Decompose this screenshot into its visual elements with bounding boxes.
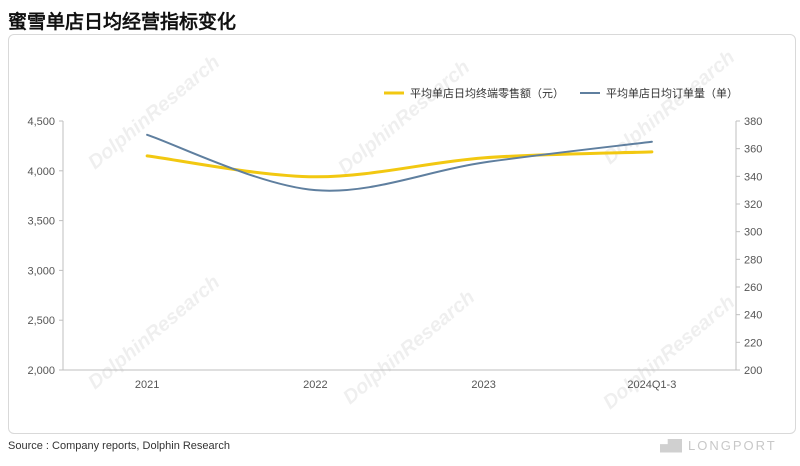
right-tick-label: 300 — [744, 227, 762, 239]
source-note: Source : Company reports, Dolphin Resear… — [8, 440, 230, 452]
chart-title: 蜜雪单店日均经营指标变化 — [8, 11, 237, 33]
x-tick-label: 2024Q1-3 — [627, 379, 676, 391]
brand-logo: LONGPORT — [660, 438, 777, 453]
right-tick-label: 320 — [744, 199, 762, 211]
legend-label: 平均单店日均终端零售额（元） — [410, 86, 564, 100]
right-tick-label: 360 — [744, 144, 762, 156]
left-tick-label: 3,000 — [27, 265, 55, 277]
left-tick-label: 4,500 — [27, 116, 55, 128]
watermark-text: DolphinResearch — [599, 291, 739, 414]
x-tick-label: 2021 — [135, 379, 159, 391]
watermark-text: DolphinResearch — [339, 286, 479, 409]
watermark-text: DolphinResearch — [84, 271, 224, 394]
longport-logo-icon — [660, 438, 682, 453]
legend: 平均单店日均终端零售额（元） 平均单店日均订单量（单） — [384, 86, 738, 100]
right-tick-label: 220 — [744, 337, 762, 349]
brand-name: LONGPORT — [688, 438, 777, 453]
right-tick-label: 260 — [744, 282, 762, 294]
right-tick-label: 240 — [744, 310, 762, 322]
x-tick-label: 2023 — [471, 379, 495, 391]
right-tick-label: 200 — [744, 365, 762, 377]
watermark-text: DolphinResearch — [599, 46, 739, 169]
chart-frame — [8, 34, 796, 434]
right-tick-label: 380 — [744, 116, 762, 128]
right-tick-label: 340 — [744, 171, 762, 183]
x-tick-label: 2022 — [303, 379, 327, 391]
axes: 2,000 2,500 3,000 3,500 4,000 4,500 200 220 240 2… — [27, 116, 762, 391]
right-tick-label: 280 — [744, 254, 762, 266]
order-count-line — [146, 133, 653, 192]
retail-sales-line — [145, 150, 654, 179]
legend-label: 平均单店日均订单量（单） — [606, 86, 738, 100]
left-tick-label: 2,500 — [27, 315, 55, 327]
watermark-layer: DolphinResearch DolphinResearch DolphinRes… — [84, 46, 739, 414]
left-tick-label: 2,000 — [27, 365, 55, 377]
series-lines — [145, 133, 654, 192]
left-tick-label: 3,500 — [27, 216, 55, 228]
left-tick-label: 4,000 — [27, 166, 55, 178]
